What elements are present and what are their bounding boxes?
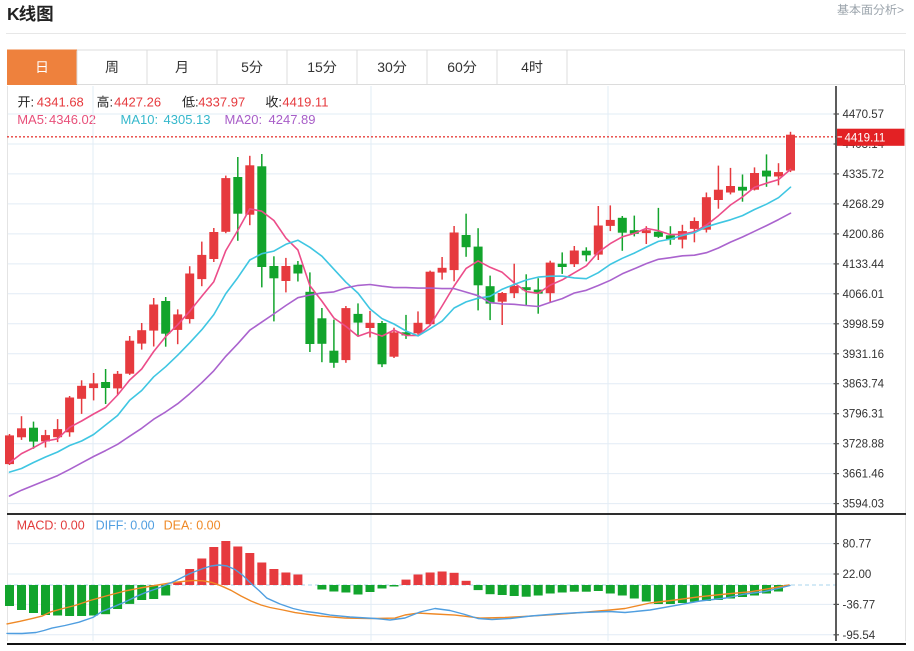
svg-text:MACD: 0.00: MACD: 0.00 [17,519,85,533]
svg-text:K: K [7,4,20,24]
svg-text:-95.54: -95.54 [843,630,876,642]
svg-text:DIFF: 0.00: DIFF: 0.00 [96,519,155,533]
svg-text:>: > [897,3,904,17]
svg-text:15: 15 [307,59,323,75]
svg-text:4: 4 [521,59,529,75]
svg-text::: : [195,95,199,110]
svg-text:4200.86: 4200.86 [843,229,885,241]
svg-text::: : [110,95,114,110]
svg-text:30: 30 [377,59,393,75]
svg-text:DEA: 0.00: DEA: 0.00 [164,519,221,533]
svg-text:3863.74: 3863.74 [843,379,885,391]
svg-text:80.77: 80.77 [843,539,872,551]
svg-text:4335.72: 4335.72 [843,169,885,181]
svg-text:22.00: 22.00 [843,569,872,581]
svg-text:4247.89: 4247.89 [269,112,316,127]
svg-text:4337.97: 4337.97 [198,95,245,110]
svg-text:-36.77: -36.77 [843,599,876,611]
svg-text:4419.11: 4419.11 [845,133,886,145]
svg-text:4470.57: 4470.57 [843,109,885,121]
svg-text:4419.11: 4419.11 [282,95,328,110]
svg-text:3661.46: 3661.46 [843,469,885,481]
svg-text:4427.26: 4427.26 [114,95,161,110]
svg-text:5: 5 [241,59,249,75]
svg-text:4341.68: 4341.68 [37,95,84,110]
svg-text::: : [278,95,282,110]
svg-text:4346.02: 4346.02 [49,112,96,127]
svg-text:60: 60 [447,59,463,75]
svg-text:4305.13: 4305.13 [164,112,211,127]
svg-text:3796.31: 3796.31 [843,409,885,421]
svg-text:3998.59: 3998.59 [843,319,885,331]
svg-text:4133.44: 4133.44 [843,259,885,271]
svg-text:4066.01: 4066.01 [843,289,885,301]
svg-text:MA10:: MA10: [121,112,159,127]
svg-text:MA5:: MA5: [17,112,47,127]
svg-text:3594.03: 3594.03 [843,499,885,511]
svg-text:3931.16: 3931.16 [843,349,885,361]
svg-text:4268.29: 4268.29 [843,199,885,211]
svg-text:MA20:: MA20: [225,112,263,127]
svg-text::: : [31,95,35,110]
svg-text:3728.88: 3728.88 [843,439,885,451]
